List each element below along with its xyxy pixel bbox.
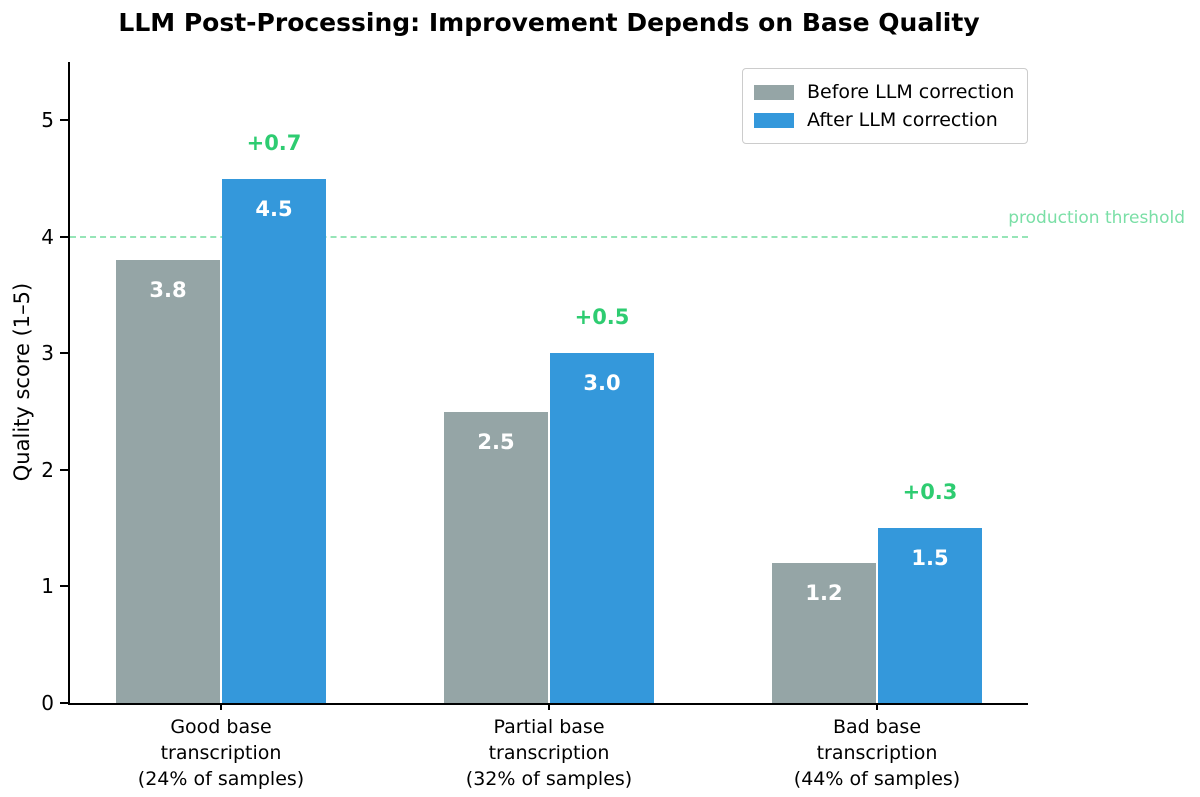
- y-tick-label: 3: [41, 341, 54, 366]
- bar-before: 3.8: [116, 260, 220, 703]
- bar-value-label: 4.5: [255, 197, 293, 221]
- y-tick-mark: [60, 119, 68, 122]
- bar-value-label: 3.0: [583, 371, 621, 395]
- legend-item: After LLM correction: [754, 106, 1014, 134]
- bar-before: 2.5: [444, 412, 548, 703]
- bar-before: 1.2: [772, 563, 876, 703]
- y-tick-label: 1: [41, 574, 54, 599]
- bar-after: 4.5: [222, 179, 326, 703]
- x-tick-mark: [548, 703, 550, 710]
- x-tick-label: Partial base transcription (32% of sampl…: [465, 716, 633, 790]
- y-tick-label: 0: [41, 691, 54, 715]
- legend-swatch: [754, 84, 794, 100]
- improvement-label: +0.7: [246, 131, 302, 155]
- chart-title: LLM Post-Processing: Improvement Depends…: [118, 8, 980, 37]
- bar-value-label: 2.5: [477, 430, 515, 454]
- legend-item: Before LLM correction: [754, 78, 1014, 106]
- bar-value-label: 1.5: [911, 546, 949, 570]
- y-axis-spine: [68, 62, 70, 705]
- y-tick-label: 5: [41, 108, 54, 133]
- improvement-label: +0.3: [902, 480, 958, 504]
- threshold-line: [70, 235, 1028, 238]
- legend-item-label: After LLM correction: [807, 109, 998, 131]
- legend-item-label: Before LLM correction: [807, 81, 1015, 103]
- y-tick-mark: [60, 702, 68, 704]
- improvement-label: +0.5: [574, 305, 630, 329]
- y-axis-label: Quality score (1–5): [10, 282, 34, 482]
- x-tick-label: Good base transcription (24% of samples): [137, 716, 305, 790]
- x-tick-mark: [220, 703, 222, 710]
- threshold-label: production threshold: [1008, 208, 1185, 228]
- y-tick-mark: [60, 235, 68, 238]
- bar-after: 3.0: [550, 353, 654, 703]
- legend: Before LLM correction After LLM correctio…: [742, 68, 1029, 144]
- bar-value-label: 3.8: [149, 278, 187, 302]
- legend-swatch: [754, 112, 794, 128]
- y-tick-mark: [60, 352, 68, 355]
- x-tick-mark: [876, 703, 878, 710]
- y-tick-mark: [60, 585, 68, 588]
- plot-area: 3.8 4.5 +0.7 Good base transcription (24% o…: [70, 62, 1028, 790]
- x-tick-label: Bad base transcription (44% of samples): [793, 716, 961, 790]
- y-tick-mark: [60, 468, 68, 471]
- bar-after: 1.5: [878, 528, 982, 703]
- y-tick-label: 4: [41, 224, 54, 249]
- y-tick-label: 2: [41, 457, 54, 482]
- bar-value-label: 1.2: [805, 581, 843, 605]
